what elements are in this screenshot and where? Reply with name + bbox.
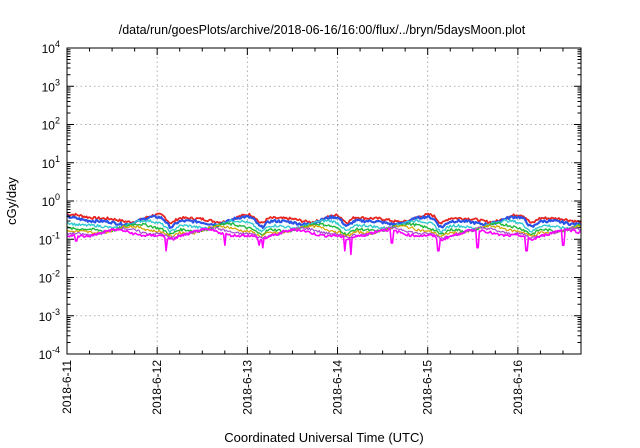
x-tick-label: 2018-6-11 <box>60 360 74 414</box>
y-tick-label: 10-4 <box>39 345 60 362</box>
x-axis-label: Coordinated Universal Time (UTC) <box>224 430 423 445</box>
series-line <box>66 227 582 256</box>
y-tick-label: 104 <box>42 39 60 56</box>
x-tick-label: 2018-6-13 <box>240 360 254 415</box>
x-tick-label: 2018-6-14 <box>331 360 345 415</box>
chart-title: /data/run/goesPlots/archive/2018-06-16/1… <box>119 23 526 37</box>
y-tick-label: 10-1 <box>39 230 60 247</box>
y-tick-label: 103 <box>42 77 60 94</box>
series-line <box>66 224 582 238</box>
x-tick-label: 2018-6-15 <box>421 360 435 415</box>
y-axis-label: cGy/day <box>4 177 19 225</box>
x-tick-label: 2018-6-16 <box>511 360 525 415</box>
x-tick-label: 2018-6-12 <box>150 360 164 415</box>
y-tick-label: 10-3 <box>39 307 60 324</box>
y-tick-label: 100 <box>42 192 60 209</box>
series-group <box>66 212 582 256</box>
series-line <box>66 222 582 237</box>
y-tick-label: 101 <box>42 154 60 171</box>
grid <box>67 48 581 354</box>
y-tick-label: 102 <box>42 116 60 133</box>
axes: 10-4 10-3 10-2 10-1 100 101 102 103 104 2018-6-11… <box>39 39 581 415</box>
y-tick-label: 10-2 <box>39 269 60 286</box>
